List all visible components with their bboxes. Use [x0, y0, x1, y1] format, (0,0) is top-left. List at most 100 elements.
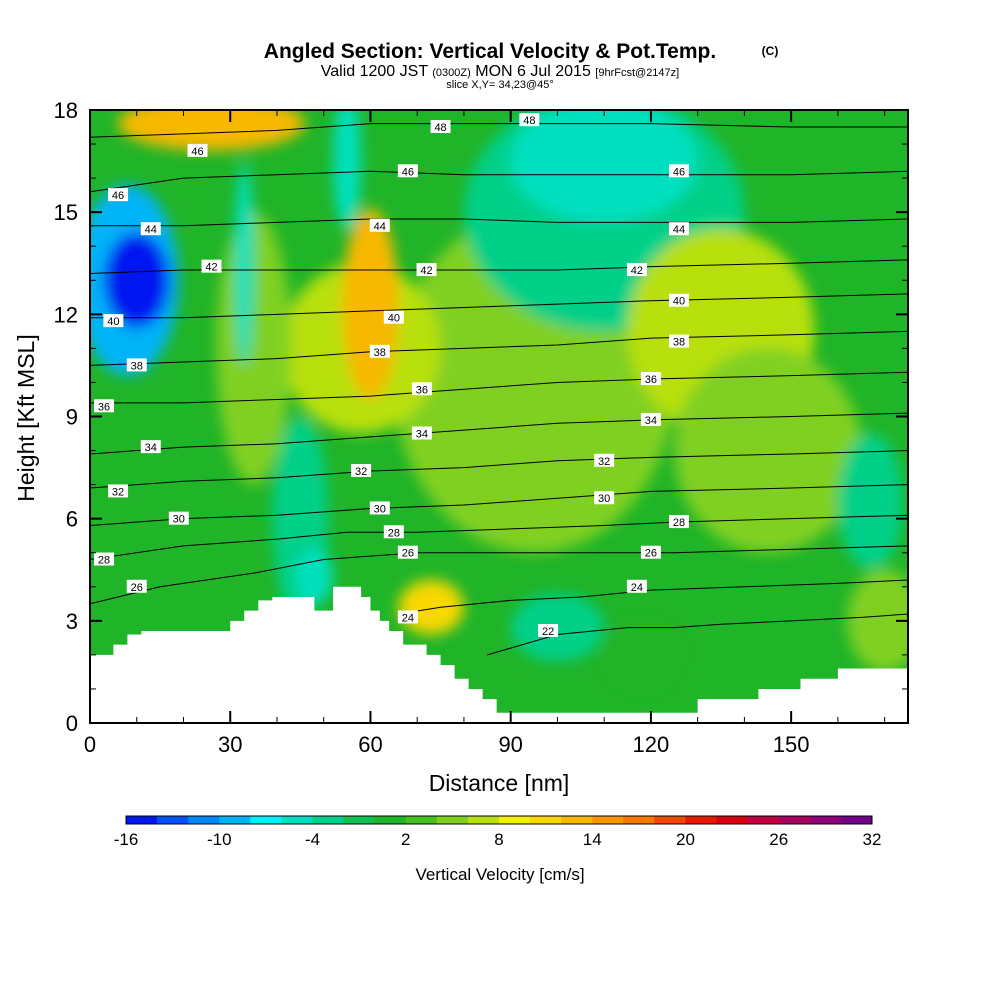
theta-label-text: 30 [173, 514, 185, 526]
theta-contour-46 [90, 170, 908, 193]
theta-contour-32 [90, 450, 908, 489]
theta-label-box [369, 344, 390, 358]
theta-label-box [369, 501, 390, 515]
theta-label-text: 34 [416, 429, 428, 441]
x-tick-label: 150 [773, 732, 810, 757]
theta-label: 34 [411, 426, 432, 441]
theta-label-text: 46 [673, 166, 685, 178]
theta-label-text: 30 [374, 503, 386, 515]
theta-label-box [416, 263, 437, 277]
theta-label-text: 26 [645, 548, 657, 560]
theta-label: 24 [397, 610, 418, 624]
colorbar-tick-label: 2 [401, 830, 410, 849]
valid-date: MON 6 Jul 2015 [475, 63, 591, 80]
theta-label-box [108, 188, 129, 202]
theta-label-text: 22 [542, 626, 554, 638]
theta-label-box [383, 525, 404, 539]
colorbar-swatch [219, 816, 251, 824]
y-tick-label: 0 [66, 711, 78, 736]
theta-label: 22 [538, 624, 559, 638]
theta-label-text: 36 [416, 384, 428, 396]
chart-title: Angled Section: Vertical Velocity & Pot.… [264, 40, 716, 63]
theta-label: 34 [640, 412, 661, 427]
theta-label-text: 46 [402, 166, 414, 178]
theta-label-box [668, 334, 689, 348]
colorbar-swatch [747, 816, 780, 824]
theta-label: 44 [369, 218, 390, 233]
theta-label: 28 [94, 552, 115, 567]
x-tick-label: 60 [358, 732, 382, 757]
theta-label-text: 38 [673, 337, 685, 349]
theta-label: 42 [201, 259, 222, 274]
theta-label-box [411, 382, 432, 396]
y-tick-label: 6 [66, 507, 78, 532]
theta-label-box [640, 545, 661, 559]
theta-label: 44 [668, 222, 689, 236]
theta-label-box [126, 579, 147, 593]
theta-label: 36 [411, 382, 432, 396]
theta-label-box [103, 314, 124, 328]
velocity-cell [837, 433, 904, 570]
theta-label: 40 [103, 314, 124, 328]
theta-label-text: 40 [388, 313, 400, 325]
y-tick-label: 18 [54, 98, 78, 123]
colorbar-frame [125, 815, 873, 825]
theta-label-box [108, 484, 129, 498]
x-tick-label: 120 [633, 732, 670, 757]
theta-label-box [668, 164, 689, 178]
theta-label: 34 [140, 440, 161, 454]
theta-label: 32 [351, 463, 372, 478]
y-tick-label: 3 [66, 609, 78, 634]
colorbar-tick-label: 26 [769, 830, 788, 849]
theta-contour-34 [90, 412, 908, 455]
theta-contour-38 [90, 330, 908, 366]
theta-label-box [94, 552, 115, 566]
theta-label: 38 [369, 344, 390, 359]
colorbar-swatch [623, 816, 655, 824]
theta-label-box [140, 222, 161, 236]
theta-label-text: 42 [205, 262, 217, 274]
velocity-cell [674, 348, 862, 553]
theta-label: 28 [668, 515, 689, 529]
colorbar-swatch [188, 816, 220, 824]
y-axis-label: Height [Kft MSL] [13, 334, 39, 501]
theta-label-text: 40 [673, 296, 685, 308]
theta-contour-48 [90, 123, 908, 138]
theta-contour-24 [398, 579, 908, 615]
theta-label: 40 [383, 310, 404, 325]
theta-label-text: 42 [631, 265, 643, 277]
theta-label-text: 44 [673, 224, 685, 236]
theta-label-box [187, 143, 208, 157]
theta-label: 42 [416, 263, 437, 277]
theta-label: 40 [668, 293, 689, 308]
colorbar-swatch [343, 816, 376, 824]
y-tick-label: 12 [54, 302, 78, 327]
colorbar-label: Vertical Velocity [cm/s] [415, 865, 584, 884]
theta-contour-28 [90, 514, 908, 561]
velocity-cell [234, 161, 254, 366]
theta-label-text: 32 [598, 456, 610, 468]
velocity-cell [398, 579, 464, 635]
velocity-cell [118, 110, 305, 151]
velocity-cell [216, 212, 291, 485]
theta-label: 30 [594, 491, 615, 505]
colorbar: -16 -10 -4 2 8 14 20 26 32 [114, 815, 881, 849]
x-axis-label: Distance [nm] [429, 770, 570, 796]
theta-label-text: 38 [131, 360, 143, 372]
colorbar-swatch [592, 816, 624, 824]
theta-label-box [168, 511, 189, 525]
theta-label-text: 42 [420, 265, 432, 277]
colorbar-swatch [530, 816, 562, 824]
theta-label-text: 36 [645, 374, 657, 386]
theta-label: 44 [140, 222, 161, 236]
y-tick-label: 9 [66, 405, 78, 430]
theta-label: 26 [640, 545, 661, 560]
colorbar-swatch [840, 816, 873, 824]
theta-label-box [383, 310, 404, 324]
theta-label: 26 [126, 579, 147, 594]
terrain-mask [90, 586, 908, 723]
velocity-cell [295, 549, 334, 604]
colorbar-swatch [654, 816, 686, 824]
